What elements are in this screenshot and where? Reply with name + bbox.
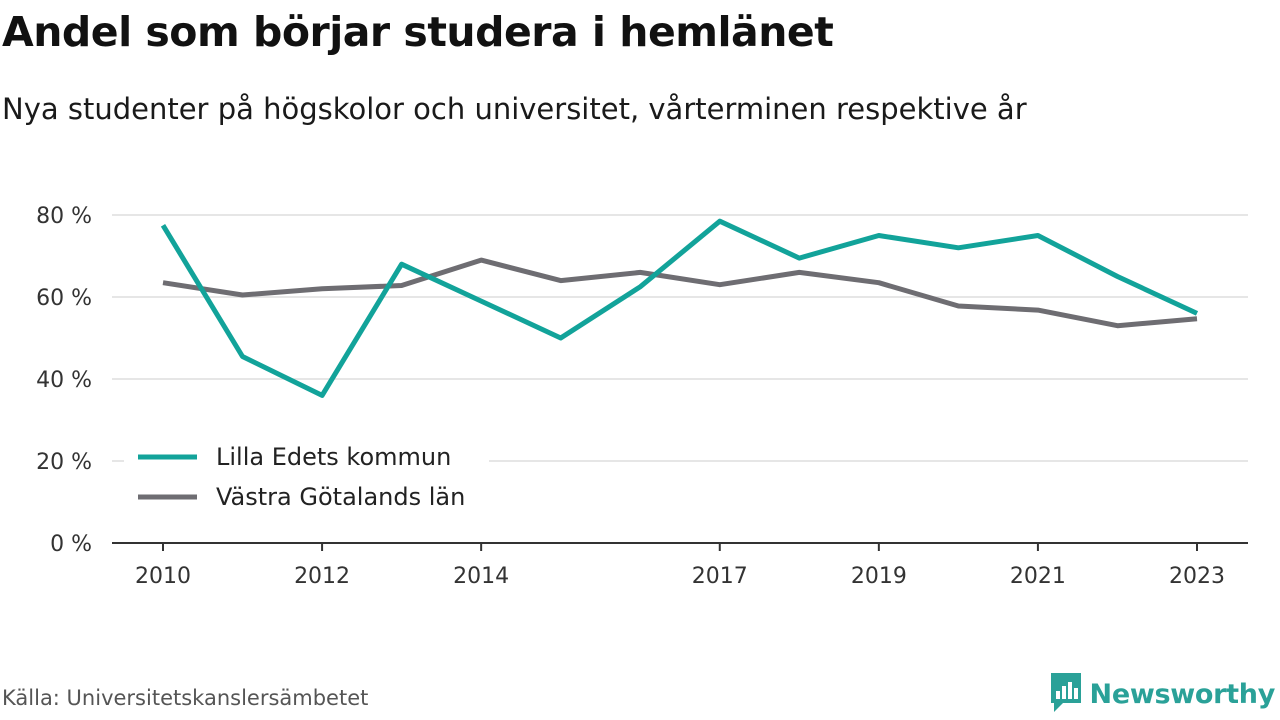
y-tick-label: 80 % (36, 204, 92, 229)
bar-chart-speech-bubble-icon (1048, 670, 1084, 718)
brand-logo: Newsworthy (1048, 670, 1275, 718)
x-tick-label: 2021 (1010, 564, 1066, 589)
brand-name: Newsworthy (1089, 678, 1276, 710)
y-tick-label: 0 % (50, 532, 92, 557)
x-tick-label: 2023 (1169, 564, 1225, 589)
source-note: Källa: Universitetskanslersämbetet (2, 686, 369, 710)
x-tick-label: 2017 (692, 564, 748, 589)
chart-title: Andel som börjar studera i hemlänet (2, 8, 834, 56)
x-tick-label: 2012 (294, 564, 350, 589)
series-line (160, 218, 1199, 398)
series-line (162, 257, 1198, 329)
legend-label: Västra Götalands län (216, 483, 465, 511)
x-tick-label: 2010 (135, 564, 191, 589)
chart-subtitle: Nya studenter på högskolor och universit… (2, 92, 1027, 126)
y-tick-label: 60 % (36, 286, 92, 311)
x-tick-label: 2019 (851, 564, 907, 589)
legend-background (124, 432, 489, 522)
y-tick-label: 40 % (36, 368, 92, 393)
y-tick-label: 20 % (36, 450, 92, 475)
legend-label: Lilla Edets kommun (216, 443, 451, 471)
x-tick-label: 2014 (453, 564, 509, 589)
